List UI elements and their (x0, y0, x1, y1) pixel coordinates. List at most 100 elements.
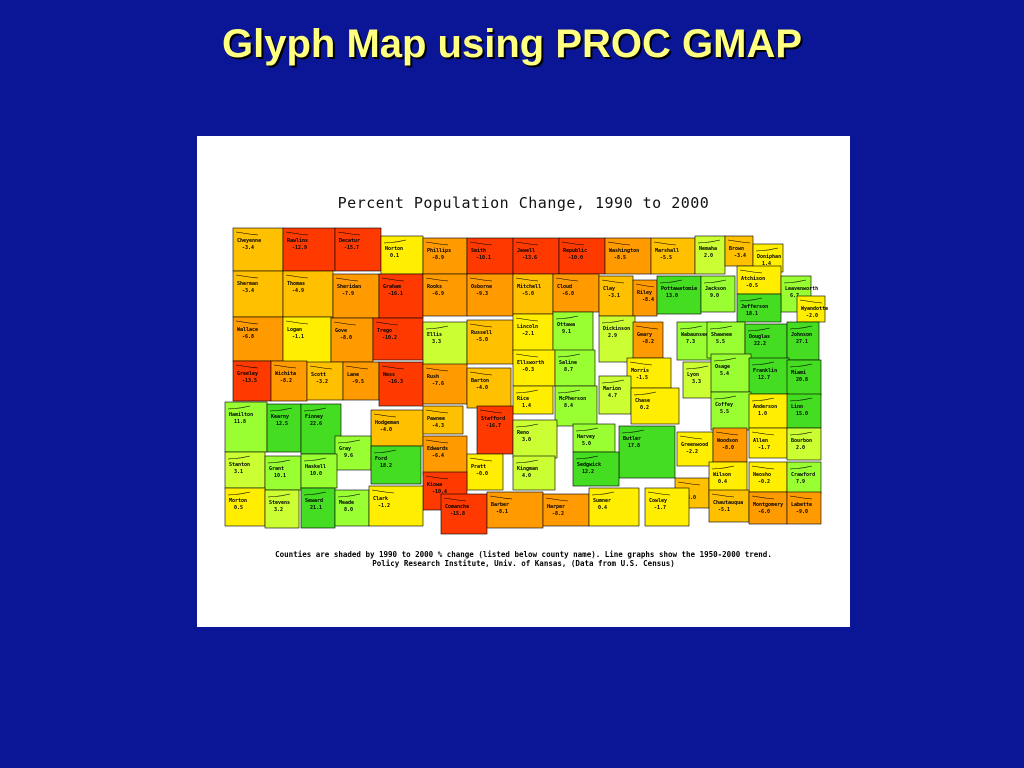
trend-glyph (303, 491, 327, 496)
trend-glyph (333, 321, 357, 326)
county-name: Edwards (427, 446, 448, 452)
trend-glyph (789, 431, 813, 436)
trend-glyph (635, 325, 659, 330)
trend-glyph (425, 325, 449, 330)
county-name: Barton (471, 378, 489, 384)
county-name: Labette (791, 502, 812, 508)
county-cell (786, 359, 822, 397)
map-caption-line-2: Policy Research Institute, Univ. of Kans… (372, 559, 675, 568)
trend-glyph (515, 423, 539, 428)
county-name: Reno (517, 430, 529, 436)
county-cell (676, 431, 714, 467)
county-cell (710, 391, 752, 431)
trend-glyph (425, 409, 449, 414)
county-comanche: Comanche-15.8 (440, 493, 488, 535)
county-cell (786, 427, 822, 461)
trend-glyph (629, 361, 653, 366)
trend-glyph (739, 269, 763, 274)
trend-glyph (269, 407, 293, 412)
trend-glyph (555, 315, 579, 320)
county-cell (748, 427, 788, 459)
county-ellsworth: Ellsworth-0.3 (512, 349, 556, 387)
county-value: -8.5 (614, 255, 626, 261)
county-cell (512, 237, 560, 275)
county-value: 9.0 (710, 293, 719, 299)
county-value: -15.7 (344, 245, 359, 251)
county-name: Kingman (517, 466, 538, 472)
county-cell (378, 273, 424, 319)
county-cell (572, 451, 620, 487)
county-value: 0.5 (234, 505, 243, 511)
county-cell (748, 357, 790, 395)
trend-glyph (633, 391, 657, 396)
county-name: Johnson (791, 332, 812, 338)
county-clay: Clay-3.1 (598, 275, 634, 317)
county-name: Rawlins (287, 238, 308, 244)
county-name: Decatur (339, 238, 360, 244)
county-value: -0.0 (476, 471, 488, 477)
trend-glyph (747, 327, 771, 332)
county-value: 3.1 (234, 469, 243, 475)
trend-glyph (425, 475, 449, 480)
county-cell (650, 237, 696, 275)
county-cell (270, 360, 308, 402)
trend-glyph (469, 371, 493, 376)
county-value: 5.5 (720, 409, 729, 415)
county-cloud: Cloud-6.0 (552, 273, 600, 313)
county-name: Riley (637, 290, 652, 296)
county-cell (282, 316, 332, 364)
county-russell: Russell-5.0 (466, 319, 514, 365)
county-name: Seward (305, 498, 323, 504)
county-value: -6.4 (432, 453, 444, 459)
county-name: Smith (471, 248, 486, 254)
county-cell (232, 227, 284, 272)
county-lane: Lane-9.5 (342, 361, 380, 401)
county-name: Pawnee (427, 416, 445, 422)
county-value: -10.4 (432, 489, 447, 495)
trend-glyph (383, 239, 407, 244)
trend-glyph (601, 319, 625, 324)
county-value: -1.5 (636, 375, 648, 381)
county-value: 18.1 (746, 311, 758, 317)
county-rooks: Rooks-6.9 (422, 273, 468, 317)
county-name: Stafford (481, 416, 505, 422)
county-pawnee: Pawnee-4.3 (422, 405, 464, 435)
trend-glyph (713, 395, 737, 400)
trend-glyph (285, 274, 309, 279)
county-name: Crawford (791, 472, 815, 478)
county-cell (712, 427, 748, 463)
county-cell (552, 273, 600, 313)
county-value: 2.0 (796, 445, 805, 451)
trend-glyph (601, 379, 625, 384)
county-value: 22.6 (310, 421, 322, 427)
county-chautauqua: Chautauqua-5.1 (708, 489, 750, 523)
county-wyandotte: Wyandotte-2.0 (796, 295, 828, 323)
county-name: Sumner (593, 498, 611, 504)
county-value: -9.0 (796, 509, 808, 515)
county-cell (422, 237, 468, 275)
map-title: Percent Population Change, 1990 to 2000 (337, 194, 710, 212)
county-cell (486, 491, 544, 529)
county-cell (554, 349, 596, 387)
county-cell (786, 491, 822, 525)
trend-glyph (375, 321, 399, 326)
county-cell (626, 357, 672, 389)
county-value: -8.0 (722, 445, 734, 451)
trend-glyph (381, 365, 405, 370)
trend-glyph (575, 455, 599, 460)
county-cell (466, 319, 514, 365)
county-brown: Brown-3.4 (724, 235, 754, 267)
county-name: Greenwood (681, 442, 708, 448)
county-washington: Washington-8.5 (604, 237, 652, 275)
county-name: Ottawa (557, 322, 575, 328)
trend-glyph (557, 389, 581, 394)
county-smith: Smith-10.1 (466, 237, 514, 275)
trend-glyph (235, 231, 259, 236)
